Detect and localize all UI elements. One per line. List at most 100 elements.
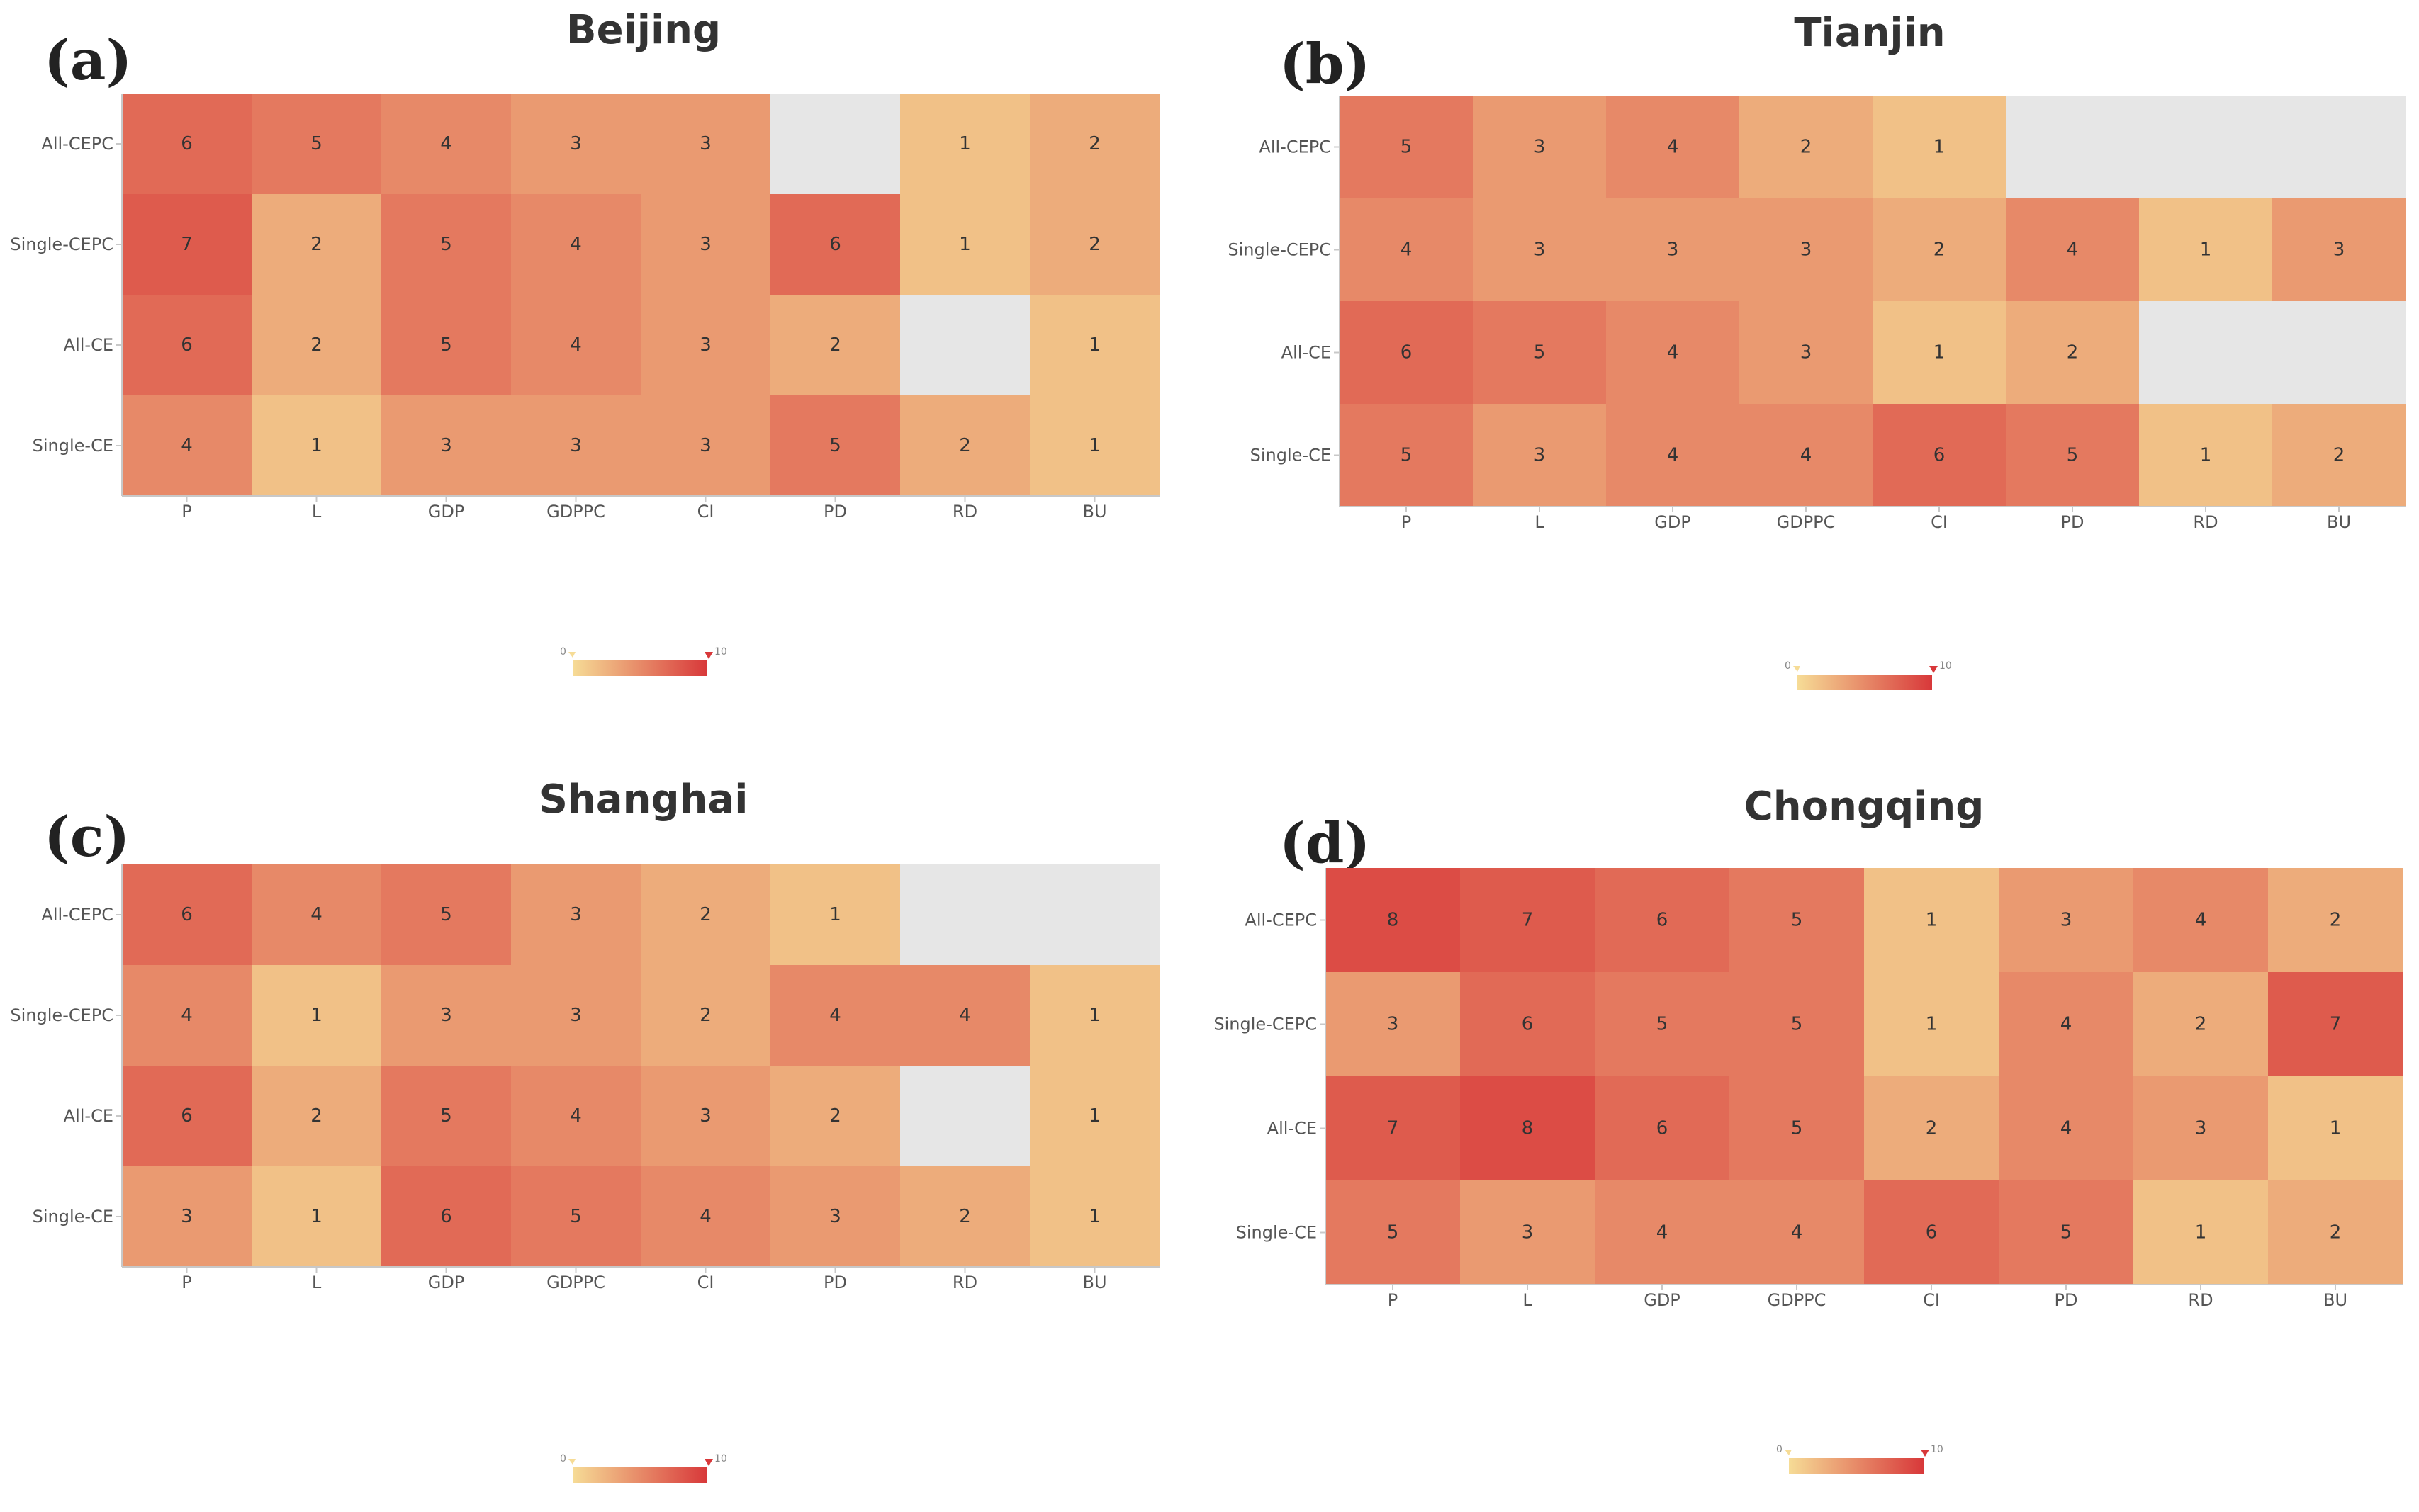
cell-value-label: 1 (310, 1005, 322, 1026)
legend-max-handle (705, 652, 713, 659)
heatmap-cell (1606, 404, 1740, 507)
legend-min-handle (1785, 1450, 1792, 1455)
legend-min-label: 0 (1785, 660, 1791, 672)
cell-value-label: 4 (829, 1005, 841, 1026)
x-tick-label: BU (1082, 502, 1106, 521)
cell-value-label: 2 (2330, 910, 2342, 931)
cell-value-label: 1 (959, 234, 971, 255)
legend-max-handle (705, 1459, 713, 1466)
heatmap-cell (770, 864, 901, 966)
panel-label-d: (d) (1279, 811, 1371, 876)
cell-value-label: 4 (700, 1206, 712, 1227)
cell-value-label: 4 (310, 904, 322, 925)
cell-value-label: 4 (959, 1005, 971, 1026)
heatmap-cell (1473, 404, 1607, 507)
heatmap-cell (1030, 295, 1160, 396)
heatmap-cell (2139, 96, 2273, 199)
heatmap-cell (1999, 1180, 2134, 1285)
heatmap-cell (900, 965, 1031, 1066)
cell-value-label: 2 (1089, 234, 1101, 255)
heatmap-cell (1030, 395, 1160, 497)
cell-value-label: 2 (1800, 137, 1812, 158)
cell-value-label: 5 (310, 133, 322, 154)
cell-value-label: 5 (570, 1206, 582, 1227)
cell-value-label: 6 (1926, 1222, 1938, 1243)
cell-value-label: 3 (700, 234, 712, 255)
heatmap-cell (1873, 198, 2007, 302)
y-tick-label: Single-CE (33, 436, 113, 456)
heatmap-cell (122, 395, 252, 497)
cell-value-label: 4 (1656, 1222, 1668, 1243)
x-tick-label: GDPPC (546, 502, 605, 521)
cell-value-label: 5 (1401, 445, 1413, 466)
cell-value-label: 6 (181, 904, 193, 925)
cell-value-label: 2 (700, 1005, 712, 1026)
heatmap-cell (2139, 198, 2273, 302)
cell-value-label: 4 (1667, 342, 1679, 363)
heatmap-cell (1864, 1076, 1999, 1181)
heatmap-cell (1030, 864, 1160, 966)
heatmap-cell (1606, 301, 1740, 405)
cell-value-label: 8 (1387, 910, 1399, 931)
cell-value-label: 2 (1926, 1118, 1938, 1139)
heatmap-cell (1739, 301, 1873, 405)
y-tick-label: All-CE (64, 335, 113, 355)
cell-value-label: 6 (1656, 910, 1668, 931)
cell-value-label: 1 (2200, 445, 2212, 466)
cell-value-label: 5 (440, 1105, 452, 1127)
legend-max-label: 10 (714, 1453, 727, 1465)
heatmap-cell (381, 295, 512, 396)
heatmap-cell (641, 1166, 771, 1268)
heatmap-cell (1729, 972, 1865, 1077)
heatmap-cell (900, 94, 1031, 195)
legend-max-label: 10 (1939, 660, 1952, 672)
chart-title-shanghai: Shanghai (539, 777, 748, 823)
cell-value-label: 3 (181, 1206, 193, 1227)
heatmap-tianjin: 5 3 4 2 1 4 3 3 3 2 4 1 3 6 5 4 3 1 2 5 3 4 4 6 5 1 2 All-CEPC Singl… (1228, 96, 2406, 690)
heatmap-cell (1864, 868, 1999, 973)
legend-min-label: 0 (560, 646, 566, 658)
x-tick-label: P (1401, 512, 1411, 532)
cell-value-label: 3 (1534, 445, 1546, 466)
heatmap-cell (252, 1166, 382, 1268)
cell-value-label: 1 (1089, 435, 1101, 456)
heatmap-cell (511, 194, 641, 295)
heatmap-cell (122, 864, 252, 966)
heatmap-cell (1473, 198, 1607, 302)
chart-title-beijing: Beijing (566, 7, 722, 53)
x-tick-label: RD (2193, 512, 2218, 532)
heatmap-cell (1999, 972, 2134, 1077)
cell-value-label: 4 (1791, 1222, 1803, 1243)
cell-value-label: 3 (2060, 910, 2072, 931)
x-tick-label: RD (2188, 1290, 2213, 1310)
cell-value-label: 4 (570, 234, 582, 255)
cell-value-label: 5 (1401, 137, 1413, 158)
heatmap-cell (770, 194, 901, 295)
x-tick-label: P (181, 1273, 191, 1292)
heatmap-cell (1030, 194, 1160, 295)
heatmap-cell (2133, 1180, 2269, 1285)
legend-max-label: 10 (714, 646, 727, 658)
cell-value-label: 1 (2330, 1118, 2342, 1139)
heatmap-cell (2006, 404, 2140, 507)
heatmap-cell (1325, 868, 1461, 973)
legend-min-handle (568, 1459, 576, 1465)
cell-value-label: 3 (700, 133, 712, 154)
chart-title-chongqing: Chongqing (1744, 784, 1985, 830)
cell-value-label: 6 (1522, 1014, 1534, 1035)
heatmap-cell (641, 965, 771, 1066)
heatmap-cell (1729, 1180, 1865, 1285)
legend-min-handle (568, 652, 576, 658)
heatmap-beijing: 6 5 4 3 3 1 27 2 5 4 3 6 1 26 2 5 4 3 2 14 1 3 3 3 5 2 1All-CEPCSi… (10, 94, 1160, 676)
heatmap-cell (900, 1066, 1031, 1167)
cell-value-label: 5 (829, 435, 841, 456)
cell-value-label: 1 (2200, 239, 2212, 261)
heatmap-cell (1729, 868, 1865, 973)
cell-value-label: 1 (1089, 1206, 1101, 1227)
x-tick-label: L (312, 502, 322, 521)
cell-value-label: 1 (1089, 334, 1101, 356)
cell-value-label: 6 (440, 1206, 452, 1227)
heatmap-cell (252, 965, 382, 1066)
cell-value-label: 7 (2330, 1014, 2342, 1035)
y-tick-label: Single-CE (1250, 446, 1331, 466)
